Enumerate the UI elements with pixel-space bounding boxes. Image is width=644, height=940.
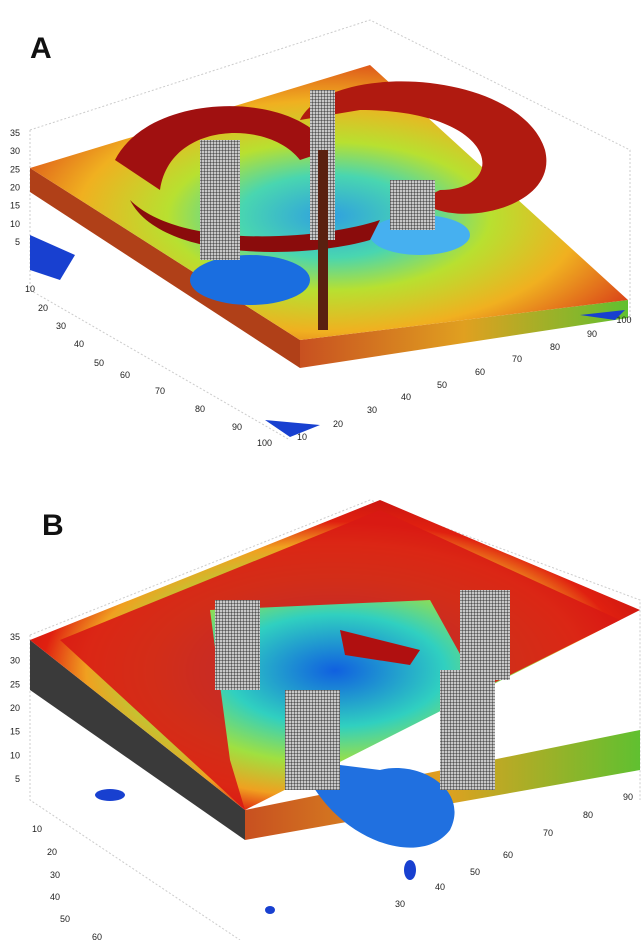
right-tick-label: 70 bbox=[512, 354, 522, 364]
left-tick-label: 40 bbox=[74, 339, 84, 349]
left-tick-label: 30 bbox=[50, 870, 60, 880]
right-tick-label: 10 bbox=[297, 432, 307, 442]
panel-label: B bbox=[42, 509, 64, 542]
right-tick-label: 80 bbox=[550, 342, 560, 352]
left-tick-label: 60 bbox=[120, 370, 130, 380]
right-tick-label: 20 bbox=[333, 419, 343, 429]
z-tick-label: 30 bbox=[10, 656, 20, 666]
z-tick-label: 35 bbox=[10, 632, 20, 642]
left-tick-label: 90 bbox=[232, 422, 242, 432]
right-tick-label: 70 bbox=[543, 828, 553, 838]
z-tick-label: 15 bbox=[10, 201, 20, 211]
right-tick-label: 80 bbox=[583, 810, 593, 820]
z-tick-label: 15 bbox=[10, 727, 20, 737]
left-tick-label: 10 bbox=[25, 284, 35, 294]
z-tick-label: 35 bbox=[10, 128, 20, 138]
right-tick-label: 90 bbox=[623, 792, 633, 802]
left-tick-label: 30 bbox=[56, 321, 66, 331]
surface-a bbox=[30, 65, 628, 437]
right-tick-label: 60 bbox=[475, 367, 485, 377]
z-tick-label: 5 bbox=[15, 774, 20, 784]
left-tick-label: 50 bbox=[60, 914, 70, 924]
right-tick-label: 90 bbox=[587, 329, 597, 339]
left-tick-label: 40 bbox=[50, 892, 60, 902]
left-tick-label: 20 bbox=[38, 303, 48, 313]
left-tick-label: 20 bbox=[47, 847, 57, 857]
z-tick-label: 20 bbox=[10, 183, 20, 193]
z-tick-label: 20 bbox=[10, 703, 20, 713]
left-tick-label: 80 bbox=[195, 404, 205, 414]
right-tick-label: 60 bbox=[503, 850, 513, 860]
right-tick-label: 30 bbox=[395, 899, 405, 909]
left-tick-label: 50 bbox=[94, 358, 104, 368]
right-tick-label: 50 bbox=[437, 380, 447, 390]
left-tick-label: 70 bbox=[155, 386, 165, 396]
right-tick-label: 30 bbox=[367, 405, 377, 415]
z-tick-label: 30 bbox=[10, 146, 20, 156]
left-tick-label: 60 bbox=[92, 932, 102, 940]
surface-b bbox=[30, 500, 640, 914]
left-tick-label: 10 bbox=[32, 824, 42, 834]
z-tick-label: 25 bbox=[10, 679, 20, 689]
z-tick-label: 25 bbox=[10, 164, 20, 174]
right-tick-label: 50 bbox=[470, 867, 480, 877]
panel-label: A bbox=[30, 32, 52, 65]
figure: A353025201510510203040506070809010010203… bbox=[0, 0, 644, 940]
right-tick-label: 40 bbox=[401, 392, 411, 402]
z-tick-label: 5 bbox=[15, 237, 20, 247]
z-tick-label: 10 bbox=[10, 219, 20, 229]
right-tick-label: 100 bbox=[616, 315, 631, 325]
left-tick-label: 100 bbox=[257, 438, 272, 448]
z-tick-label: 10 bbox=[10, 750, 20, 760]
right-tick-label: 40 bbox=[435, 882, 445, 892]
